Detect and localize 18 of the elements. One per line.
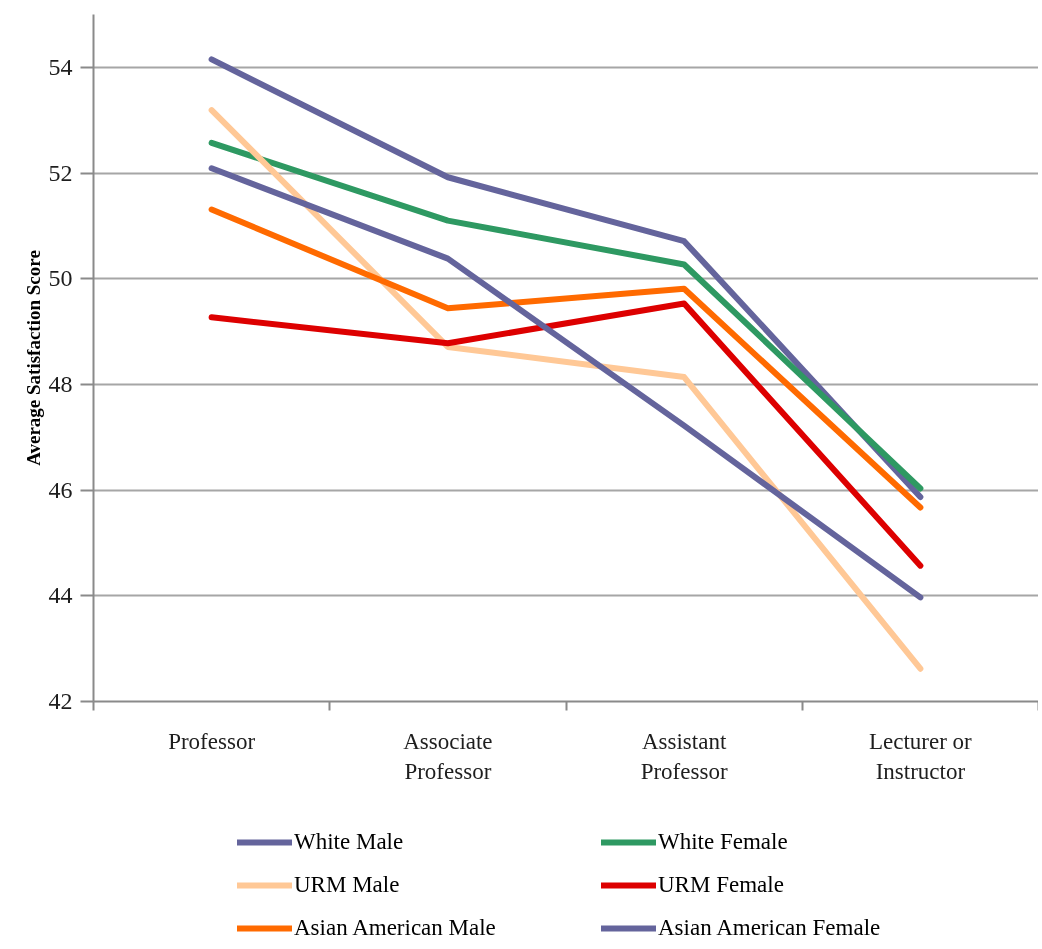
x-tick-label: Assistant Professor — [640, 728, 728, 784]
y-tick-label: 44 — [48, 582, 73, 609]
y-tick-label: 50 — [48, 265, 73, 292]
legend-label: Asian American Female — [658, 915, 882, 941]
y-tick-label: 46 — [48, 476, 73, 503]
legend-label: Asian American Male — [294, 915, 497, 941]
legend-label: White Female — [658, 829, 789, 855]
y-tick-label: 52 — [48, 159, 73, 186]
y-tick-label: 48 — [48, 370, 73, 397]
legend-label: White Male — [294, 829, 405, 855]
y-tick-label: 54 — [48, 53, 73, 80]
legend-label: URM Male — [294, 872, 401, 898]
y-tick-label: 42 — [48, 688, 73, 714]
legend-label: URM Female — [658, 872, 785, 898]
x-tick-label: Associate Professor — [403, 728, 493, 784]
x-tick-label: Lecturer or Instructor — [868, 728, 973, 784]
x-tick-label: Professor — [168, 728, 256, 754]
y-axis-title: Average Satisfaction Score — [22, 250, 44, 466]
